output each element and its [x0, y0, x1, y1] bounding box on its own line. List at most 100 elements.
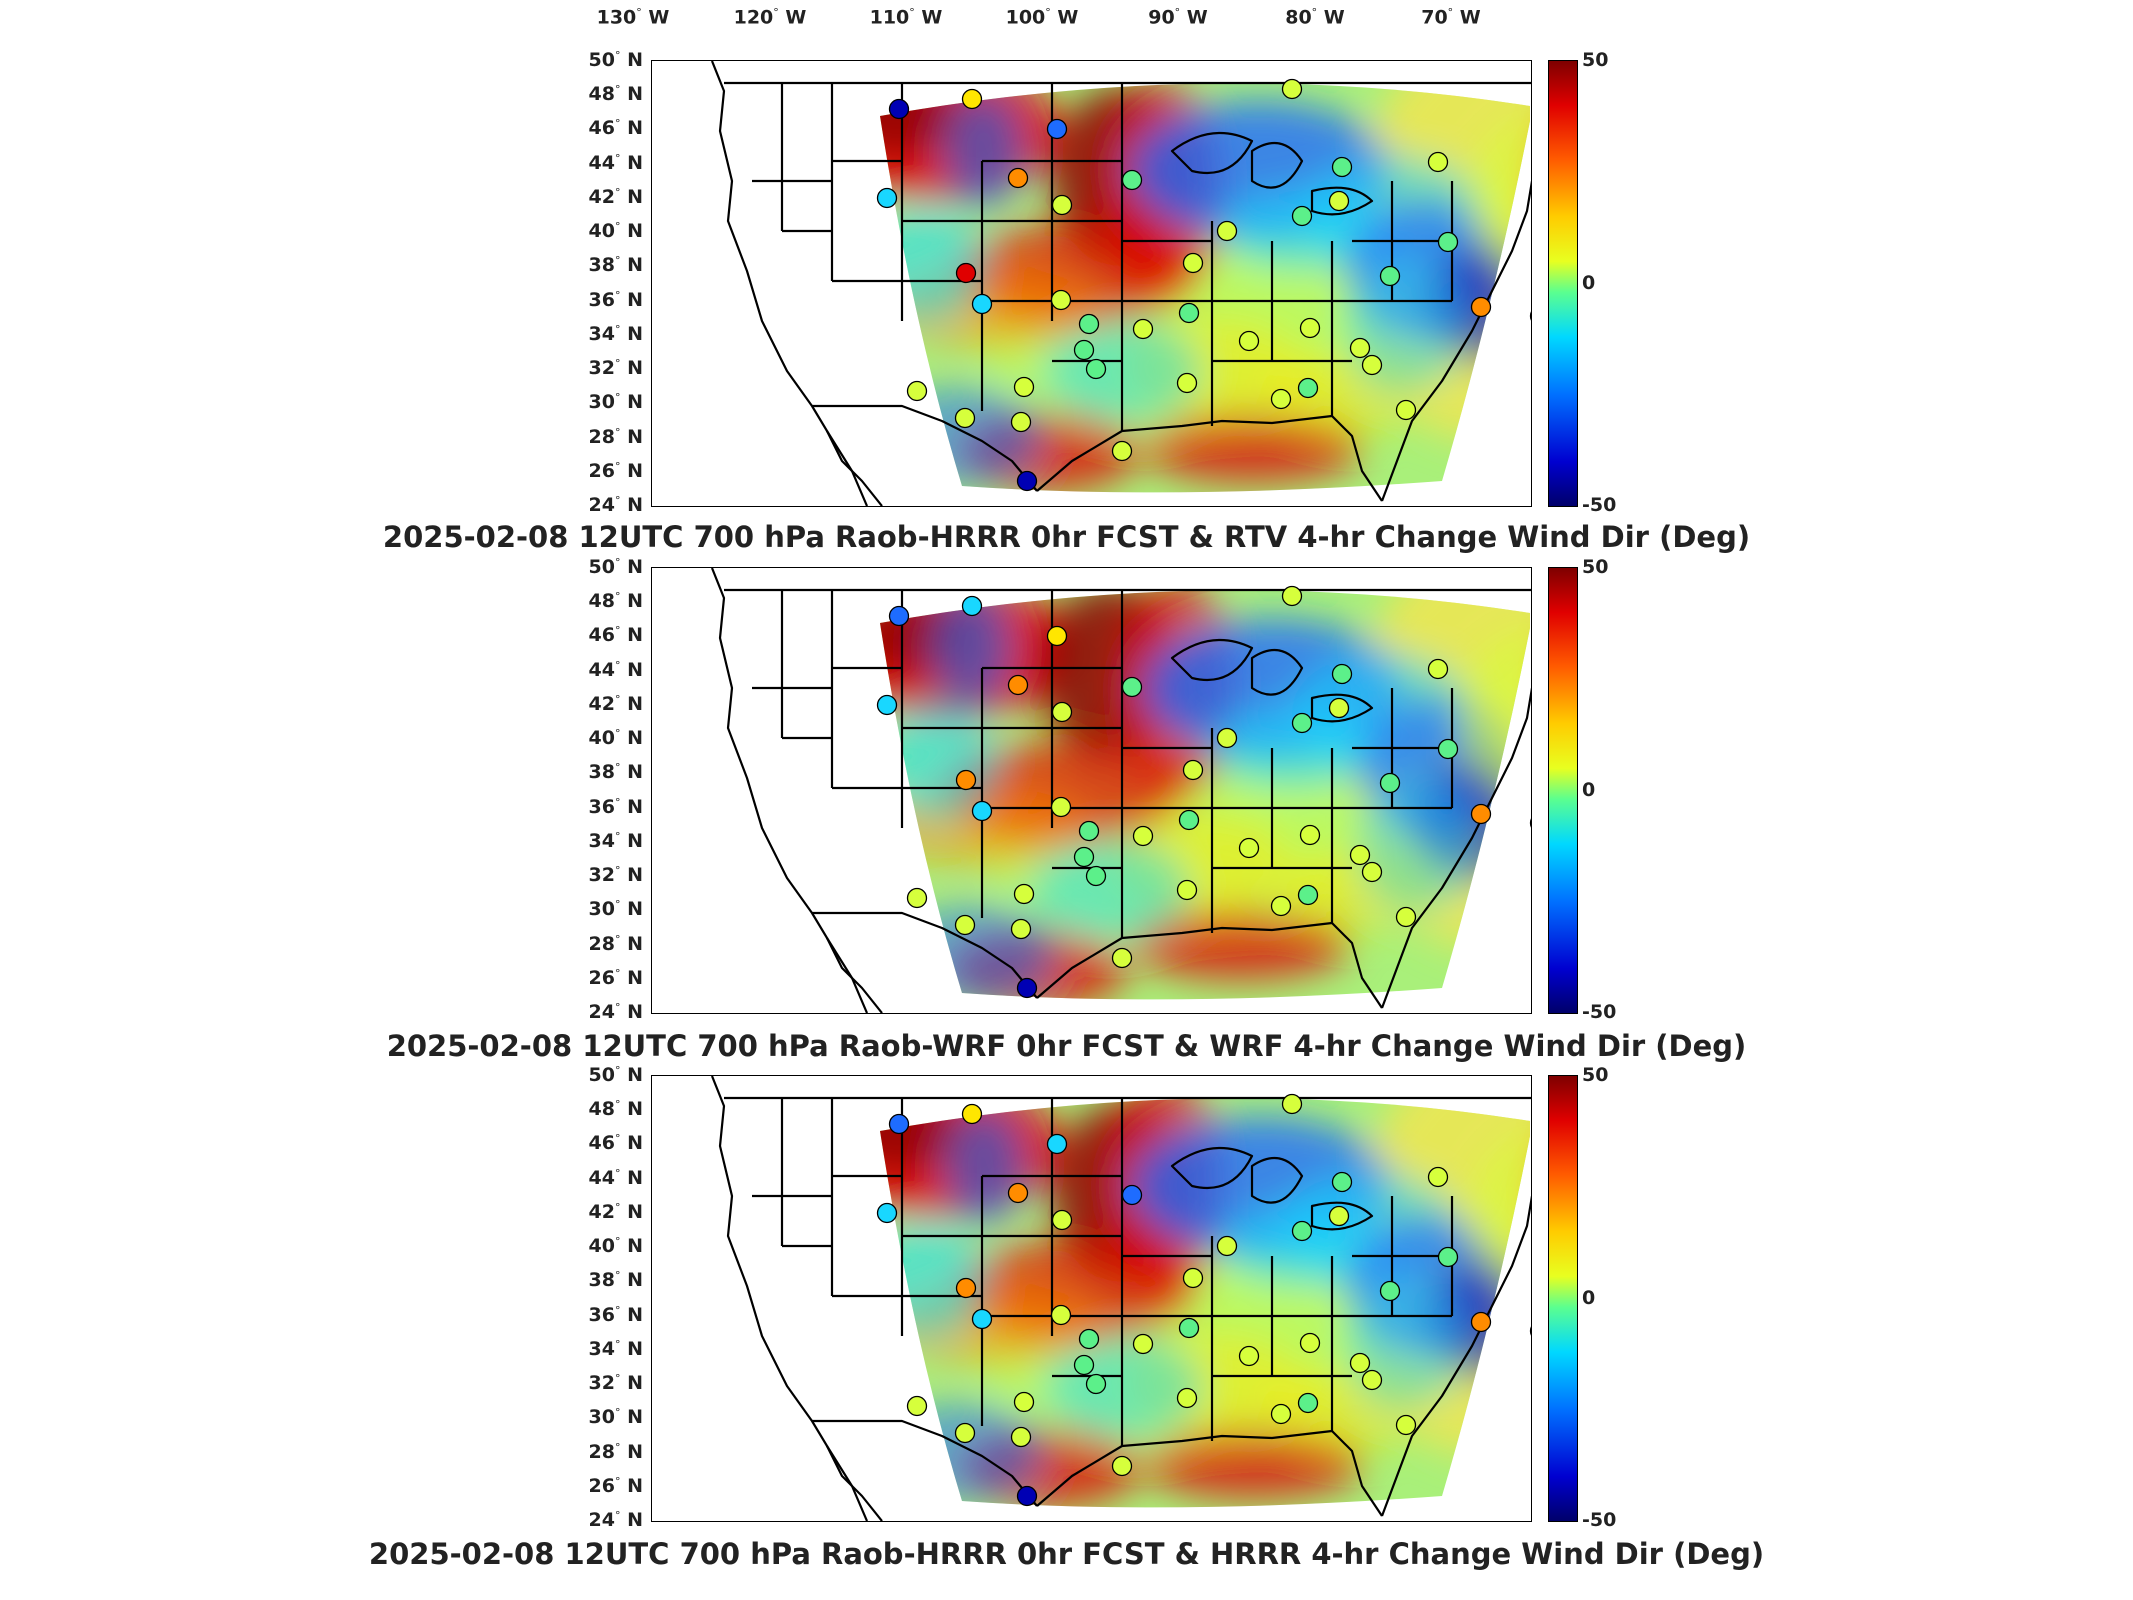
- raob-station-marker: [1328, 697, 1350, 719]
- raob-station-marker: [1176, 372, 1198, 394]
- raob-station-marker: [1328, 190, 1350, 212]
- longitude-tick-label: 90° W: [1148, 6, 1208, 29]
- colorbar-tick-min: -50: [1582, 494, 1617, 516]
- colorbar-tick-mid: 0: [1582, 1286, 1596, 1309]
- map-svg: [710, 568, 1531, 1013]
- raob-station-marker: [1007, 1182, 1029, 1204]
- raob-station-marker: [1361, 354, 1383, 376]
- raob-station-marker: [1331, 156, 1353, 178]
- colorbar-tick-max: 50: [1582, 1064, 1609, 1086]
- raob-station-marker: [1178, 1317, 1200, 1339]
- colorbar: [1548, 567, 1578, 1014]
- wind-direction-field: [880, 1098, 1530, 1508]
- raob-station-marker: [1010, 918, 1032, 940]
- raob-station-marker: [1379, 265, 1401, 287]
- raob-station-marker: [888, 1113, 910, 1135]
- raob-station-marker: [1178, 302, 1200, 324]
- raob-station-marker: [1050, 796, 1072, 818]
- raob-station-marker: [1299, 1332, 1321, 1354]
- raob-station-marker: [1427, 1166, 1449, 1188]
- raob-station-marker: [1331, 1171, 1353, 1193]
- raob-station-marker: [1050, 1304, 1072, 1326]
- longitude-tick-label: 130° W: [596, 6, 670, 29]
- latitude-tick-label: 44° N: [588, 658, 643, 681]
- latitude-tick-label: 28° N: [588, 425, 643, 448]
- raob-station-marker: [1051, 701, 1073, 723]
- latitude-tick-label: 40° N: [588, 1234, 643, 1258]
- raob-station-marker: [1013, 883, 1035, 905]
- latitude-tick-label: 44° N: [588, 151, 643, 174]
- latitude-tick-label: 48° N: [588, 1098, 643, 1121]
- raob-station-marker: [1470, 296, 1492, 318]
- raob-station-marker: [954, 914, 976, 936]
- map-svg: [710, 1076, 1531, 1521]
- raob-station-marker: [971, 1308, 993, 1330]
- latitude-tick-label: 34° N: [588, 1337, 643, 1361]
- raob-station-marker: [961, 88, 983, 110]
- wind-direction-field: [880, 590, 1530, 1000]
- raob-station-marker: [1078, 313, 1100, 335]
- colorbar-tick-mid: 0: [1582, 778, 1596, 801]
- latitude-tick-label: 24° N: [588, 493, 643, 517]
- map-plot-area: [651, 60, 1532, 507]
- map-svg: [710, 61, 1531, 506]
- raob-station-marker: [1073, 1354, 1095, 1376]
- latitude-tick-label: 36° N: [588, 795, 643, 818]
- raob-station-marker: [1238, 1345, 1260, 1367]
- panel-title: 2025-02-08 12UTC 700 hPa Raob-HRRR 0hr F…: [382, 520, 1751, 554]
- raob-station-marker: [1281, 585, 1303, 607]
- raob-station-marker: [1016, 977, 1038, 999]
- colorbar-tick-min: -50: [1582, 1509, 1617, 1531]
- raob-station-marker: [1529, 311, 1531, 321]
- raob-station-marker: [1299, 317, 1321, 339]
- raob-station-marker: [1437, 738, 1459, 760]
- raob-station-marker: [1121, 1184, 1143, 1206]
- colorbar-tick-min: -50: [1582, 1001, 1617, 1023]
- raob-station-marker: [955, 1277, 977, 1299]
- raob-station-marker: [1176, 879, 1198, 901]
- raob-station-marker: [1010, 1426, 1032, 1448]
- raob-station-marker: [1291, 205, 1313, 227]
- raob-station-marker: [1016, 1485, 1038, 1507]
- raob-station-marker: [1073, 846, 1095, 868]
- raob-station-marker: [1182, 1267, 1204, 1289]
- latitude-tick-label: 44° N: [588, 1166, 643, 1189]
- latitude-tick-label: 32° N: [588, 356, 643, 380]
- raob-station-marker: [955, 769, 977, 791]
- raob-station-marker: [906, 887, 928, 909]
- raob-station-marker: [876, 1202, 898, 1224]
- raob-station-marker: [1051, 194, 1073, 216]
- raob-station-marker: [1297, 377, 1319, 399]
- raob-station-marker: [1299, 824, 1321, 846]
- raob-station-marker: [1216, 220, 1238, 242]
- raob-station-marker: [1297, 884, 1319, 906]
- raob-station-marker: [1111, 1455, 1133, 1477]
- raob-station-marker: [971, 293, 993, 315]
- latitude-tick-label: 32° N: [588, 863, 643, 887]
- colorbar: [1548, 60, 1578, 507]
- raob-station-marker: [1073, 339, 1095, 361]
- latitude-tick-label: 46° N: [588, 1132, 643, 1155]
- raob-station-marker: [888, 98, 910, 120]
- raob-station-marker: [1078, 820, 1100, 842]
- raob-station-marker: [1007, 674, 1029, 696]
- panel-title: 2025-02-08 12UTC 700 hPa Raob-HRRR 0hr F…: [368, 1537, 1765, 1571]
- raob-station-marker: [971, 800, 993, 822]
- raob-station-marker: [1176, 1387, 1198, 1409]
- longitude-tick-label: 80° W: [1285, 6, 1345, 29]
- raob-station-marker: [1349, 1352, 1371, 1374]
- latitude-tick-label: 40° N: [588, 726, 643, 750]
- raob-station-marker: [954, 407, 976, 429]
- raob-stations: [876, 1093, 1531, 1507]
- raob-station-marker: [954, 1422, 976, 1444]
- raob-station-marker: [1291, 1220, 1313, 1242]
- raob-station-marker: [1046, 625, 1068, 647]
- raob-station-marker: [1111, 440, 1133, 462]
- raob-station-marker: [1085, 1373, 1107, 1395]
- raob-station-marker: [1529, 818, 1531, 828]
- raob-station-marker: [1437, 231, 1459, 253]
- latitude-tick-label: 28° N: [588, 932, 643, 955]
- raob-station-marker: [1328, 1205, 1350, 1227]
- raob-station-marker: [1270, 1403, 1292, 1425]
- latitude-tick-label: 38° N: [588, 1269, 643, 1292]
